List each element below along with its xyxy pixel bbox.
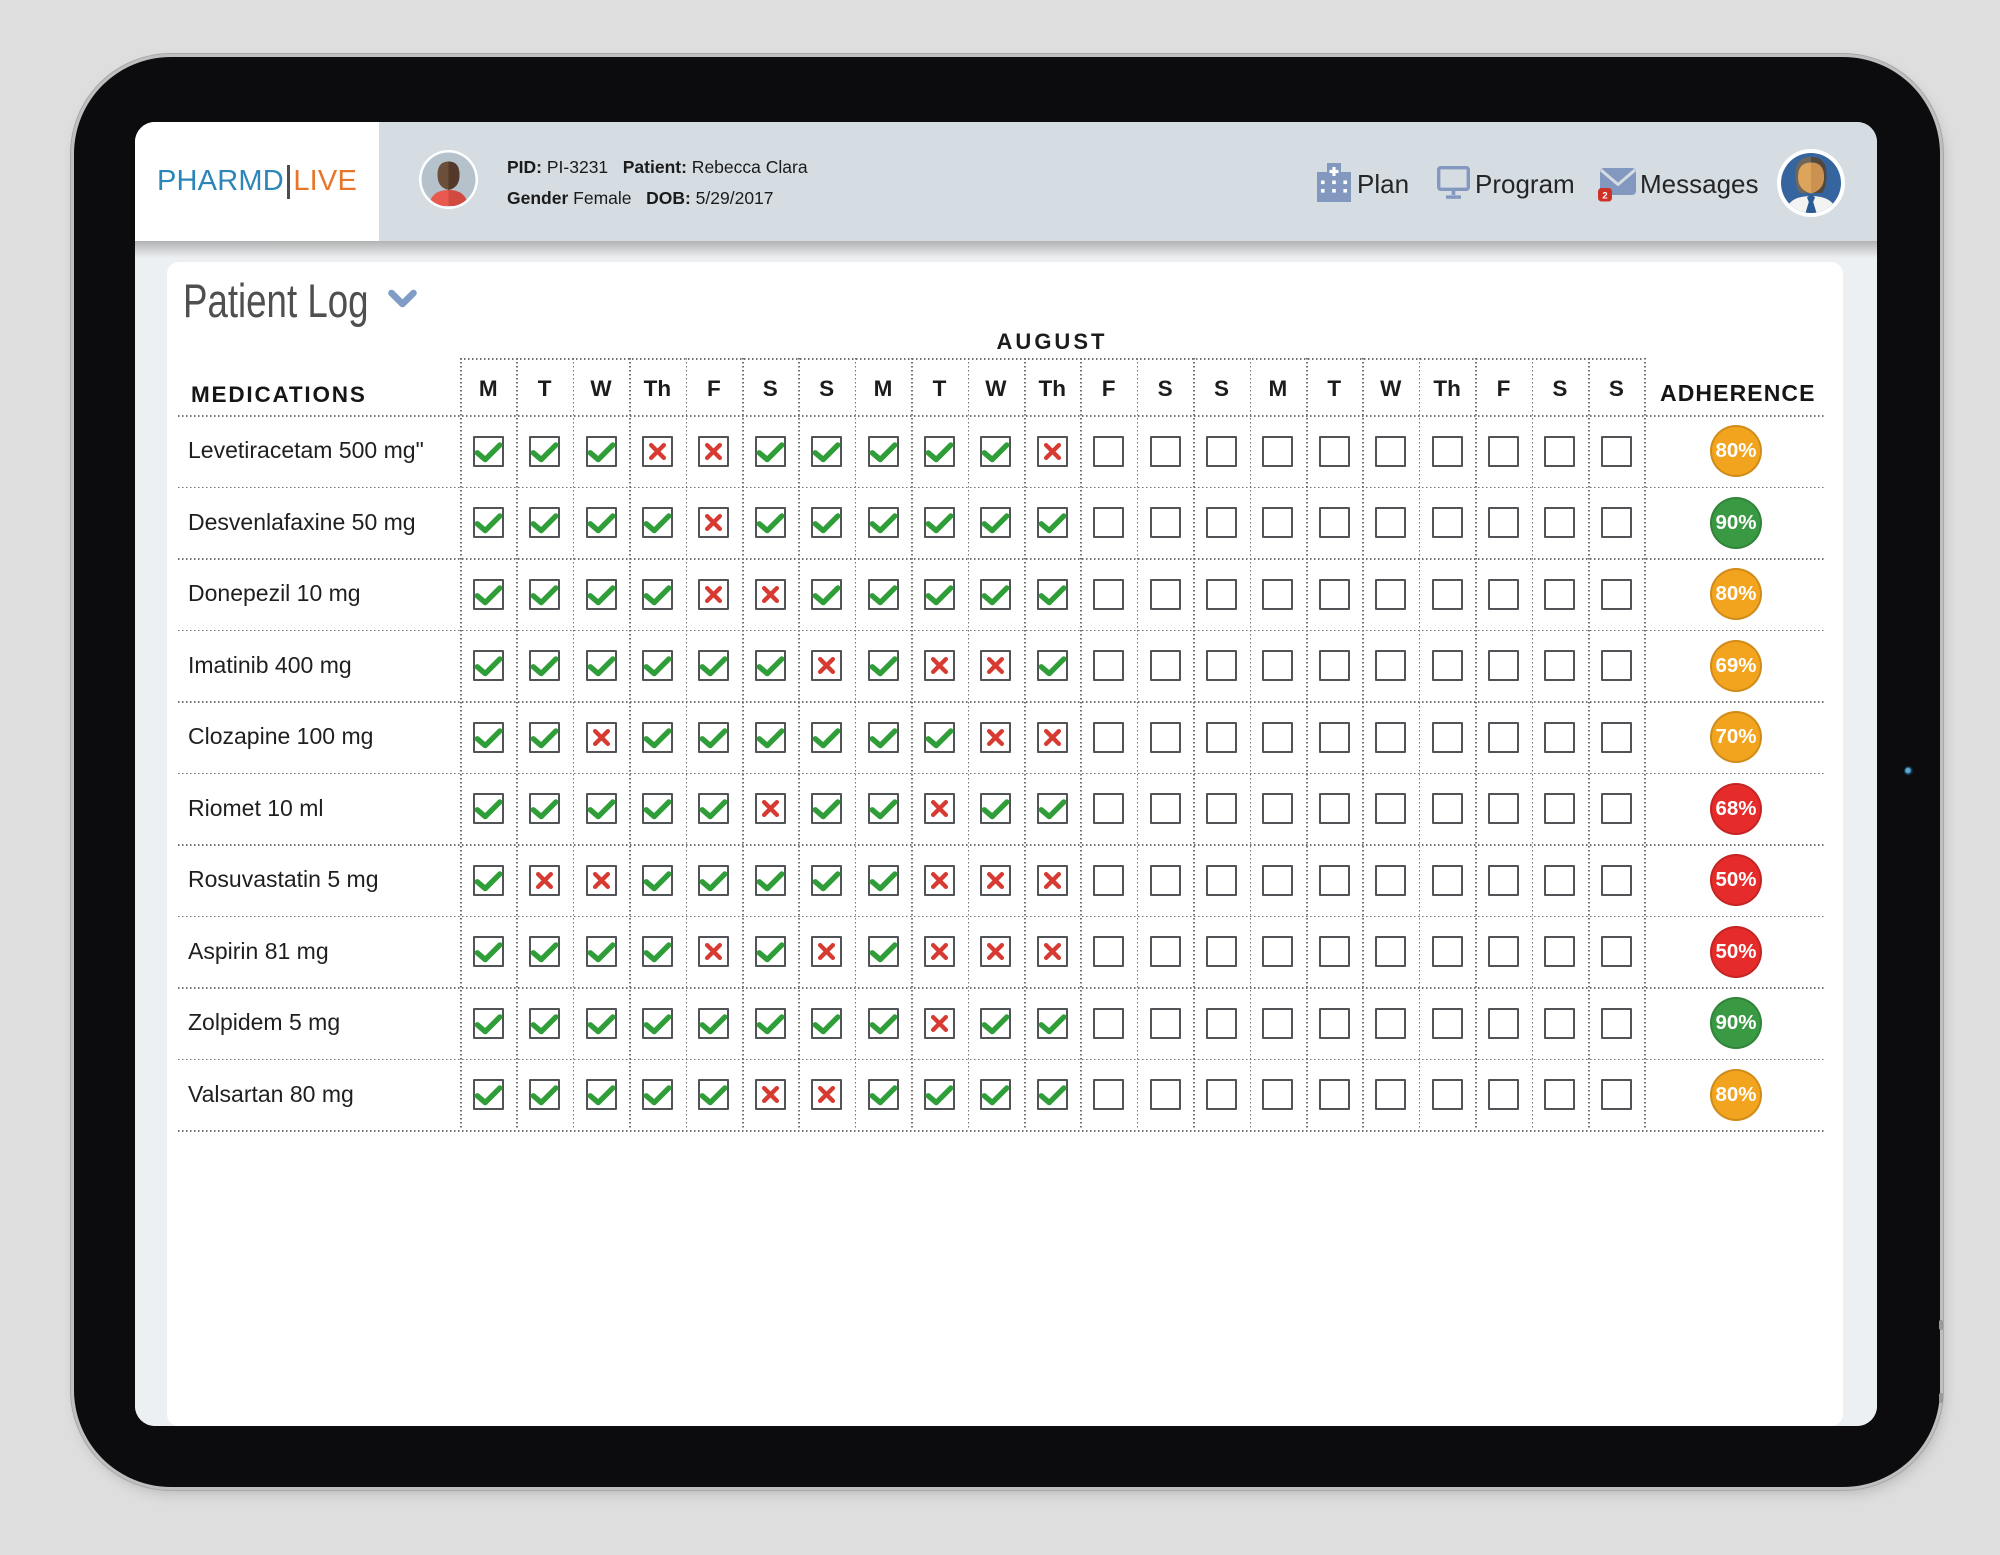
svg-text:2: 2	[1602, 191, 1607, 202]
